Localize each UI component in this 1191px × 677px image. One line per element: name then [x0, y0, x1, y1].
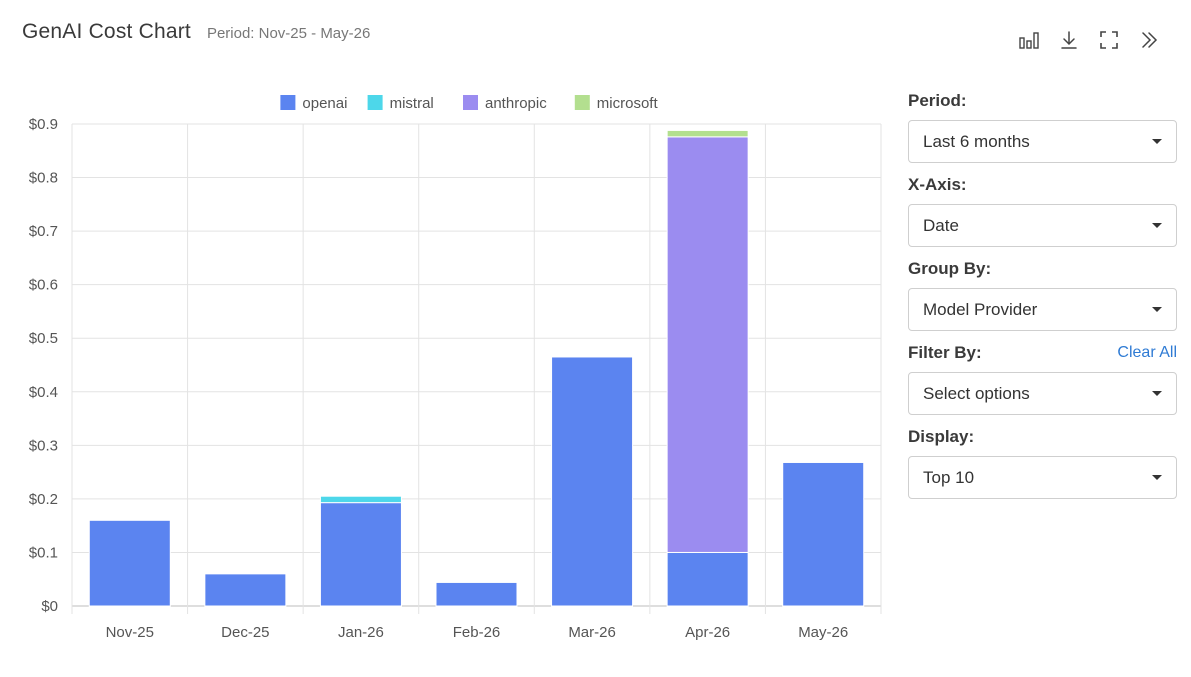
- chevron-down-icon: [1152, 139, 1162, 144]
- clear-all-link[interactable]: Clear All: [1117, 344, 1177, 361]
- x-tick-label: Nov-25: [106, 624, 154, 641]
- collapse-panel-icon[interactable]: [1129, 28, 1169, 52]
- x-tick-label: Mar-26: [568, 624, 616, 641]
- display-label: Display:: [908, 427, 975, 446]
- legend-label-microsoft: microsoft: [597, 95, 659, 112]
- xaxis-select[interactable]: Date: [908, 204, 1177, 247]
- bar-chart-icon[interactable]: [1009, 28, 1049, 52]
- bar-microsoft: [666, 129, 749, 138]
- bar-openai: [88, 519, 171, 607]
- controls-panel: Period: Last 6 months X-Axis: Date Group…: [908, 90, 1177, 510]
- filterby-value: Select options: [923, 383, 1030, 403]
- y-tick-label: $0.7: [29, 223, 58, 240]
- bar-openai: [435, 581, 518, 607]
- legend-swatch-openai: [280, 95, 296, 110]
- groupby-field: Group By: Model Provider: [908, 258, 1177, 331]
- chevron-down-icon: [1152, 475, 1162, 480]
- legend-swatch-microsoft: [574, 95, 590, 110]
- legend-label-anthropic: anthropic: [485, 95, 547, 112]
- bar-openai: [319, 502, 402, 607]
- chart-header: GenAI Cost Chart Period: Nov-25 - May-26: [22, 20, 370, 50]
- legend-label-openai: openai: [302, 95, 347, 112]
- chevron-down-icon: [1152, 307, 1162, 312]
- filterby-field: Filter By: Clear All Select options: [908, 342, 1177, 415]
- y-tick-label: $0.3: [29, 437, 58, 454]
- chart-canvas: $0 $0.1 $0.2 $0.3 $0.4 $0.5 $0.6 $0.7 $0.8 $0.9 No…: [29, 95, 882, 641]
- x-tick-label: Jan-26: [338, 624, 384, 641]
- y-tick-label: $0: [41, 598, 58, 615]
- y-tick-label: $0.1: [29, 544, 58, 561]
- x-tick-label: Dec-25: [221, 624, 269, 641]
- display-value: Top 10: [923, 467, 975, 487]
- bar-openai: [666, 551, 749, 607]
- bar-openai: [782, 461, 865, 607]
- fullscreen-icon[interactable]: [1089, 28, 1129, 52]
- period-select[interactable]: Last 6 months: [908, 120, 1177, 163]
- xaxis-value: Date: [923, 215, 959, 235]
- y-tick-label: $0.6: [29, 277, 58, 294]
- cost-chart: $0 $0.1 $0.2 $0.3 $0.4 $0.5 $0.6 $0.7 $0.8 $0.9 No…: [0, 82, 900, 652]
- x-tick-label: Feb-26: [453, 624, 501, 641]
- legend-label-mistral: mistral: [390, 95, 434, 112]
- x-tick-label: Apr-26: [685, 624, 730, 641]
- y-tick-label: $0.5: [29, 330, 58, 347]
- filterby-label: Filter By:: [908, 343, 982, 362]
- chevron-down-icon: [1152, 391, 1162, 396]
- xaxis-field: X-Axis: Date: [908, 174, 1177, 247]
- legend-swatch-anthropic: [463, 95, 478, 110]
- bar-openai: [204, 573, 287, 607]
- period-value: Last 6 months: [923, 131, 1030, 151]
- period-field: Period: Last 6 months: [908, 90, 1177, 163]
- y-tick-label: $0.4: [29, 384, 58, 401]
- groupby-label: Group By:: [908, 259, 992, 278]
- y-tick-label: $0.8: [29, 170, 58, 187]
- page-title: GenAI Cost Chart: [22, 20, 191, 43]
- display-field: Display: Top 10: [908, 426, 1177, 499]
- y-tick-label: $0.2: [29, 491, 58, 508]
- bar-openai: [551, 356, 634, 607]
- x-tick-label: May-26: [798, 624, 848, 641]
- period-label: Period:: [908, 91, 967, 110]
- filterby-select[interactable]: Select options: [908, 372, 1177, 415]
- chevron-down-icon: [1152, 223, 1162, 228]
- display-select[interactable]: Top 10: [908, 456, 1177, 499]
- legend-swatch-mistral: [367, 95, 383, 110]
- download-icon[interactable]: [1049, 28, 1089, 52]
- xaxis-label: X-Axis:: [908, 175, 967, 194]
- y-tick-label: $0.9: [29, 116, 58, 133]
- bar-mistral: [319, 495, 402, 504]
- bar-anthropic: [666, 136, 749, 553]
- chart-toolbar: [1009, 28, 1169, 52]
- period-subtitle: Period: Nov-25 - May-26: [206, 25, 371, 42]
- groupby-select[interactable]: Model Provider: [908, 288, 1177, 331]
- groupby-value: Model Provider: [923, 299, 1038, 319]
